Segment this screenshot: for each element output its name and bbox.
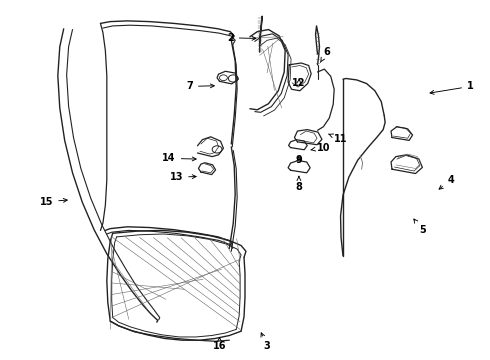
Text: 8: 8 — [295, 176, 302, 192]
Text: 15: 15 — [40, 197, 67, 207]
Text: 11: 11 — [328, 134, 347, 144]
Text: 7: 7 — [186, 81, 214, 91]
Text: 12: 12 — [292, 78, 306, 88]
Text: 9: 9 — [295, 155, 302, 165]
Text: 14: 14 — [162, 153, 196, 163]
Text: 16: 16 — [213, 338, 226, 351]
Text: 1: 1 — [430, 81, 474, 94]
Text: 6: 6 — [320, 47, 330, 62]
Text: 13: 13 — [170, 172, 196, 182]
Text: 3: 3 — [261, 333, 270, 351]
Text: 2: 2 — [227, 33, 256, 43]
Text: 4: 4 — [439, 175, 454, 189]
Text: 5: 5 — [414, 219, 426, 235]
Text: 10: 10 — [311, 143, 330, 153]
